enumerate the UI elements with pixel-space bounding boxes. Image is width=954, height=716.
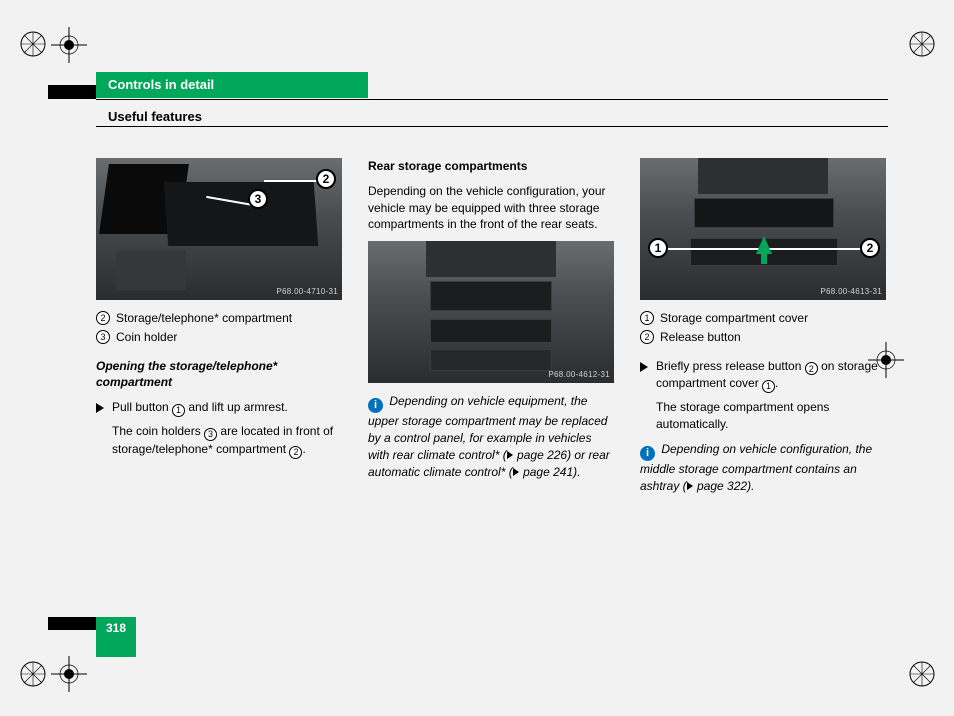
sub-section-title: Useful features (108, 109, 202, 124)
text: Depending on vehicle configuration, the … (640, 442, 872, 493)
image-code: P68.00-4612-31 (548, 369, 610, 380)
text: page 322). (694, 479, 755, 493)
legend-number: 3 (96, 330, 110, 344)
legend-text: Storage compartment cover (660, 310, 808, 327)
text: page 241). (520, 465, 581, 479)
bullet-arrow-icon (640, 362, 648, 372)
figure-shape (430, 281, 552, 311)
body-paragraph: Depending on the vehicle configuration, … (368, 183, 616, 233)
legend-row: 2 Release button (640, 329, 888, 346)
bullet-arrow-icon (96, 403, 104, 413)
figure-callout-1: 1 (648, 238, 668, 258)
crosshair-t (51, 27, 87, 63)
callout-leader (264, 180, 320, 182)
figure-rear-compartments: P68.00-4612-31 (368, 241, 614, 383)
legend-number: 2 (640, 330, 654, 344)
info-note: i Depending on vehicle configuration, th… (640, 441, 888, 495)
step-text: Pull button 1 and lift up armrest. (112, 399, 344, 417)
figure-shape (426, 241, 556, 277)
subheading-italic: Opening the storage/telephone* compartme… (96, 358, 344, 392)
legend-row: 1 Storage compartment cover (640, 310, 888, 327)
image-code: P68.00-4710-31 (276, 286, 338, 297)
text: and lift up armrest. (185, 400, 288, 414)
figure-storage-cover: 1 2 P68.00-4613-31 (640, 158, 886, 300)
header-edge-black (48, 85, 96, 99)
text: Briefly press release button (656, 359, 805, 373)
header-rule-bottom (96, 126, 888, 127)
image-code: P68.00-4613-31 (820, 286, 882, 297)
text: Pull button (112, 400, 172, 414)
content-columns: 2 3 P68.00-4710-31 2 Storage/telephone* … (96, 158, 888, 503)
column-2: Rear storage compartments Depending on t… (368, 158, 616, 503)
legend-number: 2 (96, 311, 110, 325)
legend-text: Release button (660, 329, 741, 346)
page-ref-icon (507, 451, 513, 459)
figure-callout-2: 2 (316, 169, 336, 189)
column-3: 1 2 P68.00-4613-31 1 Storage compartment… (640, 158, 888, 503)
body-paragraph: The coin holders 3 are located in front … (96, 423, 344, 459)
column-1: 2 3 P68.00-4710-31 2 Storage/telephone* … (96, 158, 344, 503)
info-note: i Depending on vehicle equipment, the up… (368, 393, 616, 480)
regmark-tl (19, 30, 47, 58)
page-ref-icon (687, 482, 693, 490)
legend-text: Coin holder (116, 329, 177, 346)
inline-callout: 3 (204, 428, 217, 441)
figure-shape (698, 158, 828, 194)
text: . (302, 442, 305, 456)
legend-row: 2 Storage/telephone* compartment (96, 310, 344, 327)
inline-callout: 1 (172, 404, 185, 417)
page-number: 318 (96, 617, 136, 657)
legend-text: Storage/telephone* compartment (116, 310, 292, 327)
figure-callout-3: 3 (248, 189, 268, 209)
subheading: Rear storage compartments (368, 158, 616, 175)
figure-shape (116, 250, 186, 290)
step-item: Briefly press release button 2 on storag… (640, 358, 888, 394)
figure-shape (430, 319, 552, 343)
inline-callout: 2 (805, 362, 818, 375)
step-text: Briefly press release button 2 on storag… (656, 358, 888, 394)
page-edge-black (48, 617, 96, 630)
body-paragraph: The storage compartment opens automatica… (640, 399, 888, 433)
info-icon: i (640, 446, 655, 461)
regmark-bl (19, 660, 47, 688)
legend-number: 1 (640, 311, 654, 325)
regmark-tr (908, 30, 936, 58)
figure-shape (164, 182, 318, 246)
header-rule-top (96, 99, 888, 100)
figure-shape (430, 349, 552, 371)
figure-shape (694, 198, 834, 228)
inline-callout: 1 (762, 380, 775, 393)
section-title: Controls in detail (96, 72, 368, 98)
text: . (775, 376, 778, 390)
step-item: Pull button 1 and lift up armrest. (96, 399, 344, 417)
info-icon: i (368, 398, 383, 413)
figure-callout-2: 2 (860, 238, 880, 258)
page-ref-icon (513, 468, 519, 476)
regmark-br (908, 660, 936, 688)
inline-callout: 2 (289, 446, 302, 459)
legend-row: 3 Coin holder (96, 329, 344, 346)
text: The coin holders (112, 424, 204, 438)
figure-storage-telephone: 2 3 P68.00-4710-31 (96, 158, 342, 300)
arrow-up-icon (756, 236, 772, 254)
crosshair-b (51, 656, 87, 692)
